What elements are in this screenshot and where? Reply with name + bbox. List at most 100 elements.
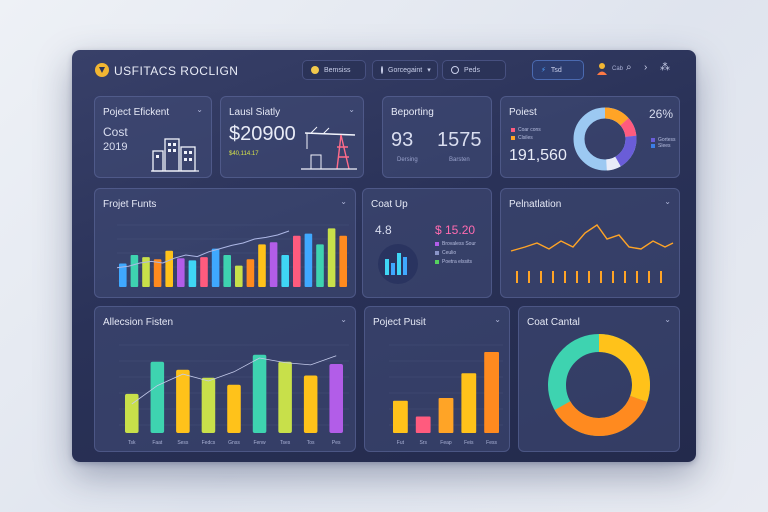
x-tick-label: Srs (419, 440, 427, 446)
legend-item: Coar cons (511, 127, 541, 133)
bolt-icon: ⚡ (541, 67, 546, 74)
chevron-down-icon[interactable]: ⌄ (348, 105, 355, 114)
nav-pill-bemsiss[interactable]: Bemsiss (302, 60, 366, 80)
logo-icon (95, 63, 109, 77)
bar (125, 393, 139, 433)
city-buildings-icon (151, 138, 199, 172)
reporting-value-b: 1575 (437, 129, 482, 151)
user-name: Cab (612, 66, 624, 72)
nav-pill-tsd[interactable]: ⚡ Tsd (532, 60, 584, 80)
x-tick-label: Fenw (253, 440, 266, 446)
search-icon (451, 66, 459, 74)
trend-line (116, 230, 290, 269)
bar (327, 228, 336, 287)
bar (438, 398, 454, 433)
bar (269, 242, 278, 287)
chevron-down-icon[interactable]: ⌄ (340, 197, 347, 206)
bar (329, 364, 343, 433)
x-tick-label: Fess (486, 440, 497, 446)
pie-total-value: 191,560 (509, 147, 567, 164)
reliability-line-chart (510, 224, 674, 283)
bar (281, 255, 289, 287)
nav-pill-peds[interactable]: Peds (442, 60, 506, 80)
bar (303, 375, 318, 433)
search-icon[interactable]: ⌕ (626, 62, 632, 73)
legend-item: Poetra elssits (435, 259, 472, 265)
bar (177, 258, 185, 287)
nav-pill-gorcegaint[interactable]: Gorcegaint ▾ (372, 60, 438, 80)
bar (235, 265, 243, 287)
bar (150, 361, 165, 433)
bar (176, 369, 190, 433)
bar (142, 257, 150, 287)
last-study-sub: $40,114.17 (229, 151, 259, 157)
status-dot-icon (311, 66, 319, 74)
bar (252, 354, 267, 433)
bar (246, 259, 255, 287)
x-tick-label: Sess (177, 440, 189, 446)
bar (130, 255, 139, 287)
chevron-down-icon[interactable]: ⌄ (664, 197, 671, 206)
dashboard-window: USFITACS ROCLIGN Bemsiss Gorcegaint ▾ Pe… (72, 50, 696, 462)
x-tick-label: Faat (152, 440, 163, 446)
bar (211, 248, 220, 287)
chevron-down-icon[interactable]: ⌄ (494, 315, 501, 324)
chevron-right-icon[interactable]: › (644, 62, 648, 73)
project-posts-bar-chart: Fut Srs Feap Feis Fess (389, 344, 503, 446)
x-tick-label: Fut (397, 440, 405, 446)
chevron-down-icon[interactable]: ⌄ (340, 315, 347, 324)
circle-icon (381, 66, 383, 74)
bar (339, 235, 347, 287)
card-project-pie: Poiest 26% Coar cons Clsiles Gortess Sle… (500, 96, 680, 178)
bar (200, 257, 208, 287)
x-tick-label: Feis (464, 440, 474, 446)
x-tick-label: Gnss (228, 440, 240, 446)
allocation-bar-chart: Tsk Faat Sess Fedcs Gnss Fenw Tses Tos Pes (119, 344, 349, 446)
bar (223, 255, 231, 287)
card-allocation: Allecsion Fisten ⌄ Tsk Faat Sess Fedcs Gnss F… (94, 306, 356, 452)
cost-up-mini-chart (378, 244, 418, 284)
bar (153, 259, 162, 287)
chevron-down-icon[interactable]: ⌄ (196, 105, 203, 114)
apps-grid-icon[interactable]: ⁂ (660, 62, 670, 73)
bar (461, 373, 477, 433)
bar (201, 377, 216, 433)
x-tick-label: Fedcs (202, 440, 216, 446)
legend-item: Clsiles (511, 135, 533, 141)
card-project-posts: Poject Pusit ⌄ Fut Srs Feap Feis Fess (364, 306, 510, 452)
card-project-funds: Frojet Funts ⌄ (94, 188, 356, 298)
bar (227, 384, 241, 433)
bar (484, 352, 499, 433)
crane-icon (301, 126, 357, 170)
app-title: USFITACS ROCLIGN (114, 64, 239, 78)
cost-control-donut-chart (548, 334, 650, 436)
bar (165, 250, 173, 287)
x-tick-label: Pes (332, 440, 341, 446)
bar (119, 263, 127, 287)
legend-item: Ceulio (435, 250, 456, 256)
legend-item: Slees (651, 143, 671, 149)
pie-percent: 26% (649, 107, 674, 121)
legend-item: Brovaless Sour (435, 241, 476, 247)
bar (258, 244, 266, 287)
bar (293, 235, 301, 287)
chevron-down-icon[interactable]: ⌄ (664, 315, 671, 324)
user-avatar-icon[interactable] (596, 62, 608, 76)
trend-line (131, 355, 337, 405)
card-reporting: Beporting 93 1575 Dersing Barsten (382, 96, 492, 178)
card-last-study: Lausl Siatly ⌄ $20900 $40,114.17 (220, 96, 364, 178)
card-cost-up: Coat Up 4.8 $ 15.20 Brovaless Sour Ceuli… (362, 188, 492, 298)
card-cost-control: Coat Cantal ⌄ (518, 306, 680, 452)
project-donut-chart (573, 107, 637, 171)
bar (188, 260, 197, 287)
bar (393, 400, 408, 433)
top-bar: USFITACS ROCLIGN Bemsiss Gorcegaint ▾ Pe… (72, 50, 696, 90)
x-tick-label: Tos (307, 440, 315, 446)
bar (304, 233, 313, 287)
bar (415, 416, 431, 433)
bar (316, 244, 324, 287)
card-reliability: Pelnatlation ⌄ (500, 188, 680, 298)
card-project-efficiency: Poject Efickent ⌄ Cost 2019 (94, 96, 212, 178)
project-funds-chart (116, 224, 349, 287)
bar (278, 361, 292, 433)
